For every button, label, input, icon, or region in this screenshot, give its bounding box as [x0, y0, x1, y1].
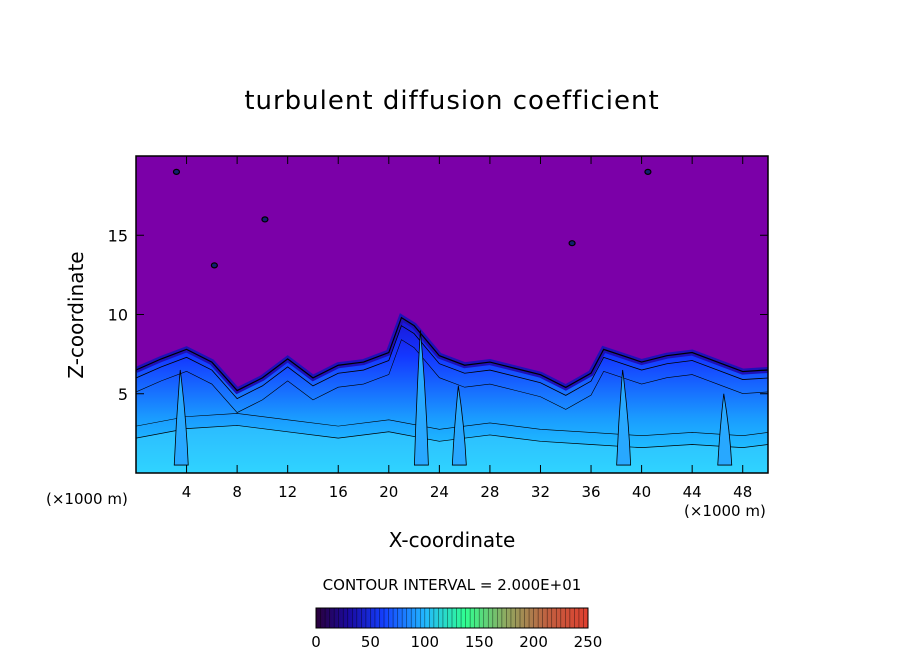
- y-axis-label: Z-coordinate: [64, 251, 88, 379]
- plume: [616, 369, 632, 466]
- x-tick-label: 24: [430, 483, 449, 501]
- plume: [717, 393, 733, 466]
- isolated-cell: [568, 240, 576, 247]
- y-tick-label: 15: [108, 226, 128, 245]
- plume: [451, 385, 467, 466]
- plume: [413, 330, 429, 466]
- x-tick-label: 20: [379, 483, 398, 501]
- colorbar-tick-label: 100: [410, 633, 439, 651]
- colorbar-tick-label: 50: [361, 633, 380, 651]
- contour-line: [136, 325, 768, 400]
- x-tick-label: 4: [182, 483, 192, 501]
- x-tick-label: 28: [480, 483, 499, 501]
- isolated-cell: [261, 216, 269, 223]
- isolated-cell: [172, 168, 181, 175]
- x-tick-label: 48: [733, 483, 752, 501]
- chart-title: turbulent diffusion coefficient: [244, 86, 660, 116]
- x-unit-label-left: (×1000 m): [46, 490, 128, 508]
- contour-line: [136, 316, 768, 392]
- x-tick-label: 8: [232, 483, 242, 501]
- contour-line: [136, 413, 768, 436]
- colorbar-tick-label: 150: [465, 633, 494, 651]
- x-tick-label: 12: [278, 483, 297, 501]
- y-tick-label: 10: [108, 306, 128, 325]
- x-tick-label: 32: [531, 483, 550, 501]
- colorbar-tick-label: 250: [574, 633, 603, 651]
- x-tick-label: 44: [683, 483, 702, 501]
- isolated-cell: [210, 262, 218, 269]
- isolated-cell: [644, 168, 652, 175]
- colorbar-tick-label: 0: [311, 633, 321, 651]
- plume: [173, 369, 189, 466]
- x-tick-label: 40: [632, 483, 651, 501]
- y-tick-label: 5: [118, 385, 128, 404]
- x-tick-label: 16: [329, 483, 348, 501]
- contour-line: [136, 339, 768, 413]
- x-tick-label: 36: [581, 483, 600, 501]
- x-unit-label-right: (×1000 m): [684, 502, 766, 520]
- x-axis-label: X-coordinate: [388, 528, 516, 552]
- colorbar-tick-label: 200: [519, 633, 548, 651]
- near-ground-layer: [136, 425, 768, 473]
- contour-interval-text: CONTOUR INTERVAL = 2.000E+01: [322, 576, 582, 594]
- colorbar-frame: [315, 607, 589, 629]
